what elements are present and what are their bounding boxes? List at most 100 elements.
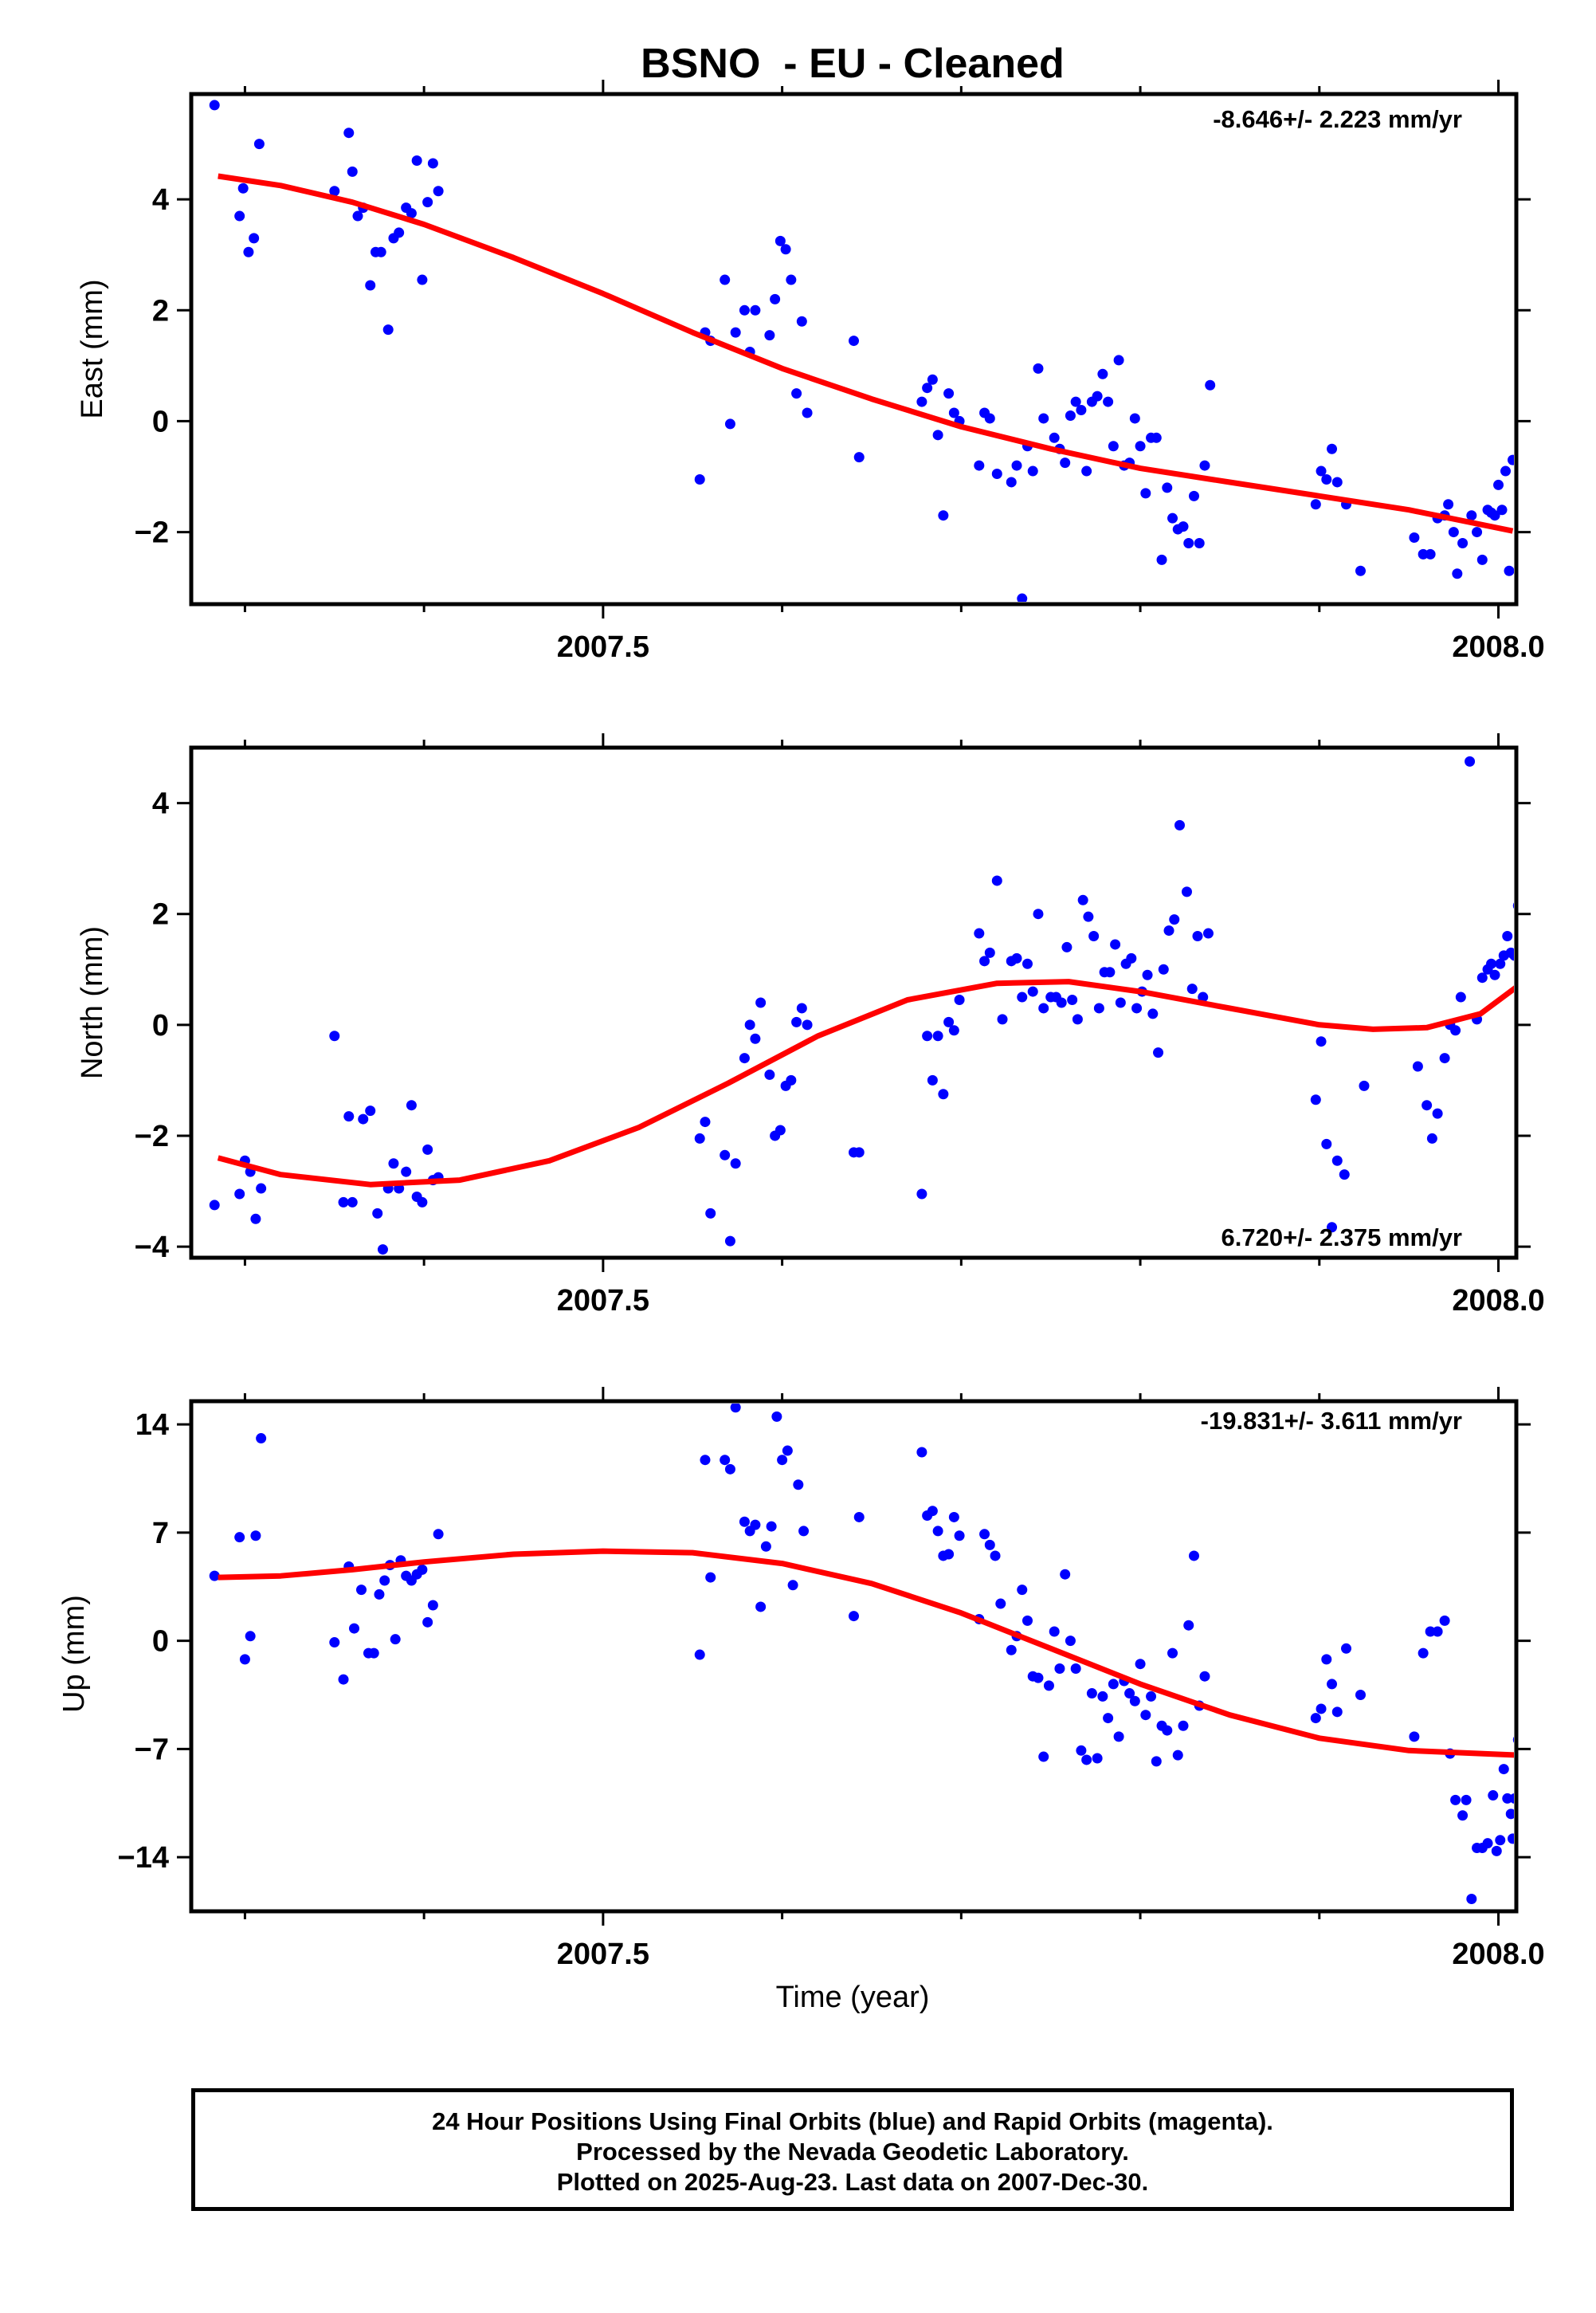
data-point-north xyxy=(724,1235,735,1247)
data-point-up xyxy=(1033,1672,1044,1683)
data-point-east xyxy=(243,246,254,257)
data-point-east xyxy=(1418,548,1429,560)
data-point-up xyxy=(1076,1745,1087,1756)
data-point-north xyxy=(256,1183,267,1194)
data-point-north xyxy=(1198,992,1209,1003)
data-point-up xyxy=(1065,1636,1076,1647)
data-point-north xyxy=(1181,886,1192,897)
data-point-east xyxy=(922,383,933,394)
data-point-north xyxy=(1158,964,1169,975)
data-point-north xyxy=(1495,958,1506,969)
data-point-up xyxy=(1457,1810,1469,1821)
data-point-east xyxy=(764,330,775,341)
data-point-east xyxy=(1167,512,1178,524)
data-point-north xyxy=(1142,969,1153,980)
data-point-north xyxy=(774,1125,786,1136)
data-point-east xyxy=(1060,457,1071,469)
data-point-up xyxy=(948,1511,959,1522)
data-point-up xyxy=(1310,1713,1321,1724)
data-point-up xyxy=(990,1550,1001,1561)
data-point-north xyxy=(1509,950,1514,961)
data-point-up xyxy=(355,1585,367,1596)
data-point-east xyxy=(1140,488,1151,499)
data-point-north xyxy=(853,1147,865,1158)
data-point-east xyxy=(375,246,386,257)
data-point-up xyxy=(422,1616,433,1628)
data-point-north xyxy=(997,1014,1008,1025)
data-point-north xyxy=(209,1200,220,1211)
y-tick-label: −4 xyxy=(135,1231,169,1264)
data-point-east xyxy=(780,244,791,255)
data-point-north xyxy=(250,1213,261,1224)
data-point-north xyxy=(406,1100,417,1111)
data-point-east xyxy=(1448,527,1459,538)
data-point-north xyxy=(1067,995,1078,1006)
data-point-east xyxy=(1489,510,1500,521)
data-point-north xyxy=(1115,997,1126,1008)
data-point-east xyxy=(1443,499,1454,510)
data-point-up xyxy=(1498,1764,1509,1775)
data-point-up xyxy=(1151,1756,1162,1767)
data-point-up xyxy=(700,1455,711,1466)
data-point-east xyxy=(1011,460,1022,471)
y-tick-label: 7 xyxy=(152,1517,169,1550)
data-point-north xyxy=(1432,1108,1443,1119)
data-point-up xyxy=(1162,1725,1173,1736)
data-point-up xyxy=(1172,1749,1183,1761)
data-point-north xyxy=(1110,939,1121,950)
panel-east: East (mm) -8.646+/- 2.223 mm/yr 2007.5 20… xyxy=(76,80,1545,664)
y-axis-label-up: Up (mm) xyxy=(57,1595,91,1713)
data-point-up xyxy=(250,1530,261,1541)
data-point-up xyxy=(1124,1688,1135,1699)
data-point-east xyxy=(1331,477,1343,488)
data-point-east xyxy=(1496,505,1508,516)
data-point-north xyxy=(916,1188,927,1200)
data-point-east xyxy=(365,280,376,291)
data-point-north xyxy=(1327,1222,1338,1233)
data-area-north xyxy=(209,756,1514,1255)
data-point-up xyxy=(379,1575,390,1586)
x-tick-label: 2007.5 xyxy=(557,1284,649,1318)
data-point-up xyxy=(787,1580,798,1591)
data-point-up xyxy=(1178,1720,1189,1731)
data-point-up xyxy=(705,1572,716,1583)
data-point-up xyxy=(1049,1626,1060,1637)
data-point-north xyxy=(1486,958,1497,969)
data-point-up xyxy=(1321,1654,1332,1665)
data-point-east xyxy=(1006,477,1017,488)
data-point-east xyxy=(1129,413,1140,424)
data-point-north xyxy=(948,1025,959,1036)
data-point-north xyxy=(1027,986,1038,997)
data-point-east xyxy=(943,388,955,399)
data-point-north xyxy=(744,1019,755,1031)
data-point-up xyxy=(979,1529,990,1540)
data-point-east xyxy=(1017,593,1028,602)
data-point-east xyxy=(796,316,807,327)
data-point-up xyxy=(1022,1615,1033,1626)
x-tick-label: 2008.0 xyxy=(1452,630,1544,664)
data-point-up xyxy=(916,1447,927,1458)
fit-curve-up xyxy=(218,1548,1514,1758)
data-point-up xyxy=(1341,1643,1352,1654)
data-point-north xyxy=(943,1016,955,1027)
data-point-east xyxy=(1409,532,1420,544)
data-point-east xyxy=(427,158,438,169)
data-point-east xyxy=(1472,527,1483,538)
footer-line-3: Plotted on 2025-Aug-23. Last data on 200… xyxy=(556,2168,1149,2196)
data-point-up xyxy=(1491,1845,1502,1856)
data-point-up xyxy=(1355,1689,1366,1700)
x-tick-label: 2008.0 xyxy=(1452,1938,1544,1971)
data-point-up xyxy=(798,1526,810,1537)
data-point-up xyxy=(1092,1753,1103,1764)
data-point-up xyxy=(234,1532,245,1543)
data-point-up xyxy=(1140,1710,1151,1721)
data-point-east xyxy=(750,304,761,316)
data-point-up xyxy=(1432,1626,1443,1637)
data-point-north xyxy=(1147,1008,1159,1019)
data-point-north xyxy=(338,1196,349,1208)
data-point-up xyxy=(793,1479,804,1490)
data-point-east xyxy=(1162,482,1173,493)
data-point-north xyxy=(1359,1080,1370,1091)
data-point-north xyxy=(954,995,965,1006)
y-axis-label-north: North (mm) xyxy=(76,926,109,1079)
